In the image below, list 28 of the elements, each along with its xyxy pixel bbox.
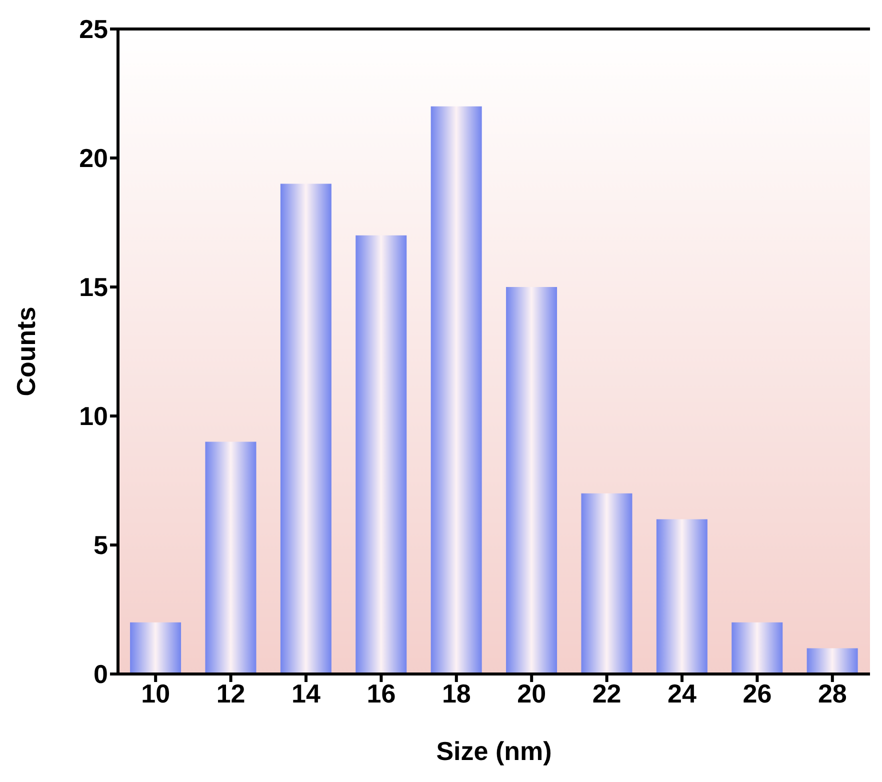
bar [581,493,632,674]
x-tick-label: 12 [216,678,246,708]
y-tick-label: 0 [94,659,108,690]
x-tick-label: 20 [517,678,546,708]
y-tick-label: 25 [79,14,108,44]
y-axis-title: Counts [11,306,42,396]
bar [130,622,182,674]
bar [656,519,708,674]
x-tick-label: 14 [292,678,321,708]
x-tick-label: 28 [818,678,847,708]
bar [356,235,407,674]
x-tick-label: 10 [141,678,170,708]
x-tick-label: 24 [668,678,697,708]
bar [506,287,558,674]
y-tick-label: 20 [79,143,108,174]
bar [280,184,332,674]
y-tick-label: 15 [79,272,108,302]
y-tick-label: 10 [79,401,108,432]
x-tick-label: 26 [742,678,772,708]
y-tick-label: 5 [94,530,108,560]
x-tick-label: 16 [366,678,396,708]
x-tick-label: 18 [442,678,471,708]
bar [430,106,482,674]
bar [806,648,858,674]
bar [732,622,783,674]
x-axis-title: Size (nm) [436,736,552,766]
x-tick-label: 22 [592,678,622,708]
bar [205,442,256,674]
